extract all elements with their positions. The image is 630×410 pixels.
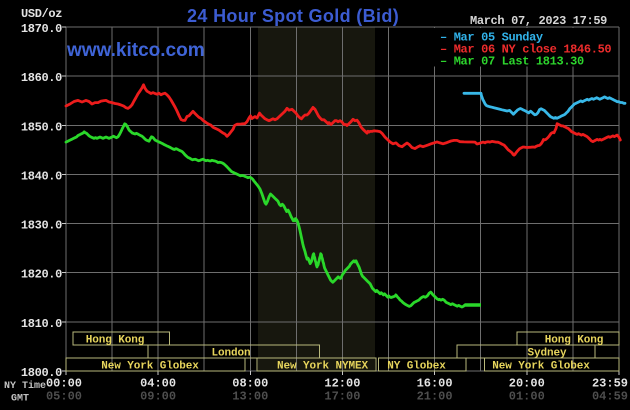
svg-text:New York NYMEX: New York NYMEX bbox=[277, 361, 369, 373]
svg-text:New York Globex: New York Globex bbox=[101, 361, 199, 373]
svg-text:Hong Kong: Hong Kong bbox=[86, 335, 145, 347]
svg-text:USD/oz: USD/oz bbox=[21, 7, 62, 21]
svg-text:20:00: 20:00 bbox=[509, 377, 545, 391]
svg-text:– Mar 05 Sunday: – Mar 05 Sunday bbox=[440, 31, 543, 45]
svg-text:21:00: 21:00 bbox=[417, 390, 453, 404]
svg-text:1870.0: 1870.0 bbox=[21, 22, 62, 36]
svg-text:1810.0: 1810.0 bbox=[21, 317, 62, 331]
svg-text:17:00: 17:00 bbox=[324, 390, 360, 404]
svg-text:1820.0: 1820.0 bbox=[21, 268, 62, 282]
svg-text:NY Time: NY Time bbox=[4, 380, 46, 392]
svg-text:13:00: 13:00 bbox=[232, 390, 268, 404]
svg-text:24 Hour Spot Gold (Bid): 24 Hour Spot Gold (Bid) bbox=[187, 6, 399, 26]
svg-text:1850.0: 1850.0 bbox=[21, 120, 62, 134]
svg-text:NY Globex: NY Globex bbox=[387, 361, 446, 373]
svg-text:16:00: 16:00 bbox=[417, 377, 453, 391]
svg-text:London: London bbox=[211, 348, 250, 360]
svg-text:04:59: 04:59 bbox=[592, 390, 628, 404]
svg-text:www.kitco.com: www.kitco.com bbox=[66, 40, 205, 61]
svg-text:– Mar 07 Last 1813.30: – Mar 07 Last 1813.30 bbox=[440, 55, 584, 69]
svg-text:Hong Kong: Hong Kong bbox=[545, 335, 604, 347]
svg-text:1800.0: 1800.0 bbox=[21, 366, 62, 380]
svg-text:– Mar 06 NY close 1846.50: – Mar 06 NY close 1846.50 bbox=[440, 43, 611, 57]
svg-text:01:00: 01:00 bbox=[509, 390, 545, 404]
svg-text:05:00: 05:00 bbox=[46, 390, 82, 404]
svg-text:March 07, 2023 17:59: March 07, 2023 17:59 bbox=[470, 14, 607, 28]
svg-text:12:00: 12:00 bbox=[324, 377, 360, 391]
svg-text:04:00: 04:00 bbox=[140, 377, 176, 391]
svg-text:Sydney: Sydney bbox=[527, 348, 567, 360]
svg-text:1860.0: 1860.0 bbox=[21, 71, 62, 85]
svg-text:08:00: 08:00 bbox=[232, 377, 268, 391]
svg-text:23:59: 23:59 bbox=[592, 377, 628, 391]
svg-text:New York Globex: New York Globex bbox=[492, 361, 590, 373]
svg-text:00:00: 00:00 bbox=[46, 377, 82, 391]
svg-text:1840.0: 1840.0 bbox=[21, 169, 62, 183]
svg-text:1830.0: 1830.0 bbox=[21, 219, 62, 233]
svg-text:GMT: GMT bbox=[11, 394, 29, 405]
svg-text:09:00: 09:00 bbox=[140, 390, 176, 404]
